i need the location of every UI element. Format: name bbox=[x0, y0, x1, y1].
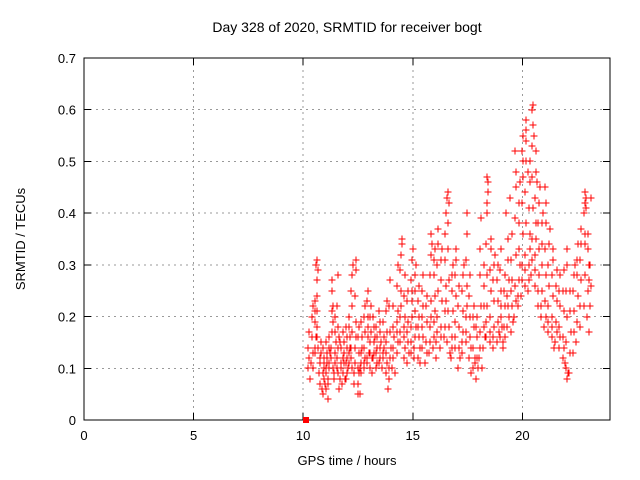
y-tick-label: 0.5 bbox=[58, 154, 76, 169]
x-tick-label: 0 bbox=[80, 428, 87, 443]
y-tick-label: 0 bbox=[69, 413, 76, 428]
gridlines bbox=[84, 58, 610, 420]
scatter-points bbox=[304, 101, 595, 403]
y-tick-label: 0.7 bbox=[58, 51, 76, 66]
x-tick-label: 5 bbox=[190, 428, 197, 443]
chart-title: Day 328 of 2020, SRMTID for receiver bog… bbox=[212, 19, 481, 35]
x-tick-label: 10 bbox=[296, 428, 310, 443]
y-tick-label: 0.4 bbox=[58, 206, 76, 221]
x-tick-label: 15 bbox=[406, 428, 420, 443]
tick-marks bbox=[83, 57, 610, 421]
y-axis-label: SRMTID / TECUs bbox=[13, 187, 28, 290]
y-tick-label: 0.2 bbox=[58, 310, 76, 325]
plot-border bbox=[83, 57, 611, 421]
y-tick-label: 0.3 bbox=[58, 258, 76, 273]
y-tick-label: 0.6 bbox=[58, 103, 76, 118]
tick-labels: 0 5 10 15 20 0 0.1 0.2 0.3 0.4 0.5 0.6 0.7 bbox=[58, 51, 530, 443]
start-point-square-marker bbox=[303, 417, 309, 423]
x-tick-label: 20 bbox=[515, 428, 529, 443]
y-tick-label: 0.1 bbox=[58, 361, 76, 376]
x-axis-label: GPS time / hours bbox=[298, 453, 397, 468]
